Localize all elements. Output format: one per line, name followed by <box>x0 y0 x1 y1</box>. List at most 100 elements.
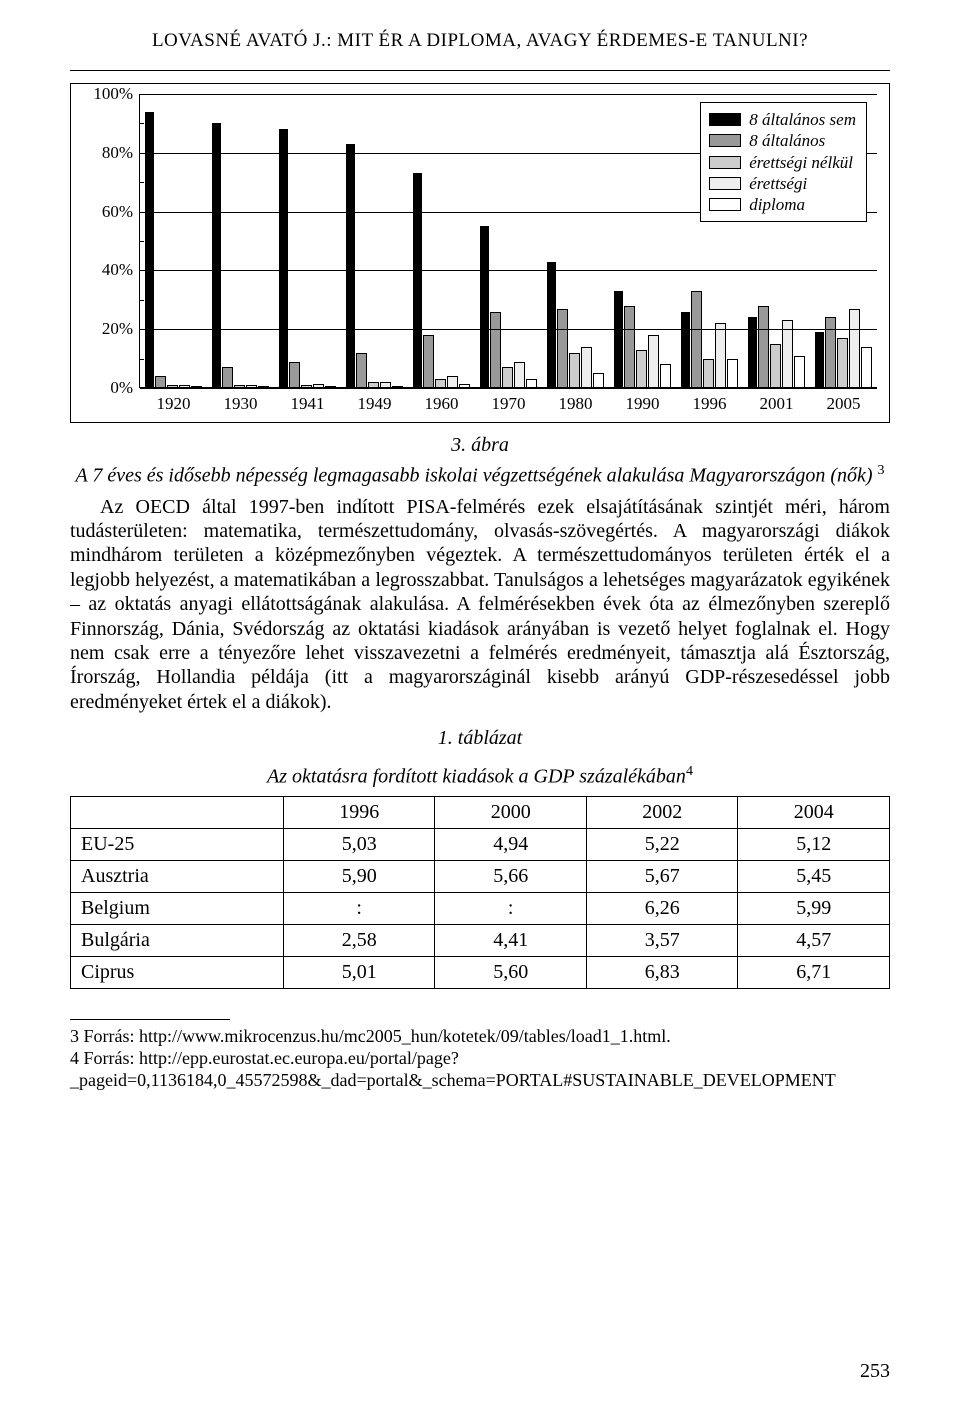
footnotes: 3 Forrás: http://www.mikrocenzus.hu/mc20… <box>70 1019 890 1092</box>
legend-swatch <box>709 177 741 190</box>
table-cell: 5,66 <box>435 860 587 892</box>
bar <box>648 335 659 388</box>
bar <box>770 344 781 388</box>
x-tick-label: 2005 <box>810 388 877 418</box>
bar <box>691 291 702 388</box>
bar <box>837 338 848 388</box>
bar <box>356 353 367 388</box>
table-column-header: 2000 <box>435 796 587 828</box>
x-tick-label: 1970 <box>475 388 542 418</box>
bar <box>614 291 623 388</box>
bar <box>861 347 872 388</box>
table-caption-body: Az oktatásra fordított kiadások a GDP sz… <box>267 766 686 788</box>
bar <box>758 306 769 388</box>
table-caption-footnote-ref: 4 <box>686 764 693 779</box>
table-cell: 4,41 <box>435 924 587 956</box>
bar <box>727 359 738 388</box>
figure-caption-footnote-ref: 3 <box>878 463 885 478</box>
table-header-blank <box>71 796 284 828</box>
gridline <box>140 270 877 271</box>
table-row: Ciprus5,015,606,836,71 <box>71 956 890 988</box>
legend-label: 8 általános sem <box>749 109 856 130</box>
legend-item: érettségi nélkül <box>709 152 856 173</box>
table-caption-number: 1. táblázat <box>70 726 890 751</box>
bar-group <box>341 94 408 388</box>
table-cell: 4,57 <box>738 924 890 956</box>
table-cell: : <box>283 892 435 924</box>
bar-group <box>207 94 274 388</box>
x-tick-label: 1980 <box>542 388 609 418</box>
bar-group <box>475 94 542 388</box>
table-row: Bulgária2,584,413,574,57 <box>71 924 890 956</box>
table-row-label: Ausztria <box>71 860 284 892</box>
legend-item: 8 általános <box>709 130 856 151</box>
x-tick-label: 1996 <box>676 388 743 418</box>
table-row-label: Bulgária <box>71 924 284 956</box>
bar <box>222 367 233 388</box>
x-tick-label: 1930 <box>207 388 274 418</box>
bar <box>569 353 580 388</box>
bar-group <box>140 94 207 388</box>
bar <box>212 123 221 388</box>
bar <box>557 309 568 388</box>
footnote: 4 Forrás: http://epp.eurostat.ec.europa.… <box>70 1048 890 1092</box>
body-paragraph-1: Az OECD által 1997-ben indított PISA-fel… <box>70 495 890 715</box>
bar <box>480 226 489 388</box>
table-cell: 5,67 <box>586 860 738 892</box>
bar <box>547 262 556 388</box>
bar <box>703 359 714 388</box>
x-tick-label: 1949 <box>341 388 408 418</box>
figure-caption-body: A 7 éves és idősebb népesség legmagasabb… <box>75 465 872 487</box>
table-row: EU-255,034,945,225,12 <box>71 828 890 860</box>
bar <box>782 320 793 388</box>
table-cell: 6,83 <box>586 956 738 988</box>
bar <box>581 347 592 388</box>
x-tick-label: 2001 <box>743 388 810 418</box>
y-tick-label: 60% <box>102 202 133 222</box>
bar <box>748 317 757 388</box>
bar <box>346 144 355 388</box>
footnote: 3 Forrás: http://www.mikrocenzus.hu/mc20… <box>70 1026 890 1048</box>
bar <box>490 312 501 388</box>
bar-group <box>408 94 475 388</box>
bar-group <box>609 94 676 388</box>
table-cell: 5,60 <box>435 956 587 988</box>
y-tick-label: 40% <box>102 260 133 280</box>
figure-3-chart: 0%20%40%60%80%100% 192019301941194919601… <box>70 83 890 423</box>
table-row: Belgium::6,265,99 <box>71 892 890 924</box>
table-column-header: 2002 <box>586 796 738 828</box>
table-cell: 6,71 <box>738 956 890 988</box>
bar <box>636 350 647 388</box>
bar <box>849 309 860 388</box>
table-cell: 6,26 <box>586 892 738 924</box>
legend-label: érettségi nélkül <box>749 152 853 173</box>
legend-label: érettségi <box>749 173 807 194</box>
table-cell: 5,22 <box>586 828 738 860</box>
page-number: 253 <box>860 1360 890 1383</box>
x-axis: 1920193019411949196019701980199019962001… <box>140 388 877 418</box>
bar <box>423 335 434 388</box>
bar <box>815 332 824 388</box>
legend-swatch <box>709 113 741 126</box>
bar-group <box>542 94 609 388</box>
legend-swatch <box>709 198 741 211</box>
legend-item: diploma <box>709 194 856 215</box>
table-row-label: Ciprus <box>71 956 284 988</box>
bar <box>502 367 513 388</box>
table-cell: 5,12 <box>738 828 890 860</box>
legend-label: diploma <box>749 194 805 215</box>
y-tick-label: 20% <box>102 319 133 339</box>
table-1: 1996200020022004 EU-255,034,945,225,12Au… <box>70 796 890 989</box>
y-tick-label: 0% <box>110 378 133 398</box>
running-header: LOVASNÉ AVATÓ J.: MIT ÉR A DIPLOMA, AVAG… <box>70 30 890 52</box>
table-row-label: EU-25 <box>71 828 284 860</box>
bar <box>593 373 604 388</box>
legend-item: érettségi <box>709 173 856 194</box>
bar <box>624 306 635 388</box>
table-cell: 2,58 <box>283 924 435 956</box>
table-cell: 4,94 <box>435 828 587 860</box>
bar <box>660 364 671 388</box>
x-tick-label: 1990 <box>609 388 676 418</box>
footnote-rule <box>70 1019 230 1020</box>
table-cell: 5,90 <box>283 860 435 892</box>
